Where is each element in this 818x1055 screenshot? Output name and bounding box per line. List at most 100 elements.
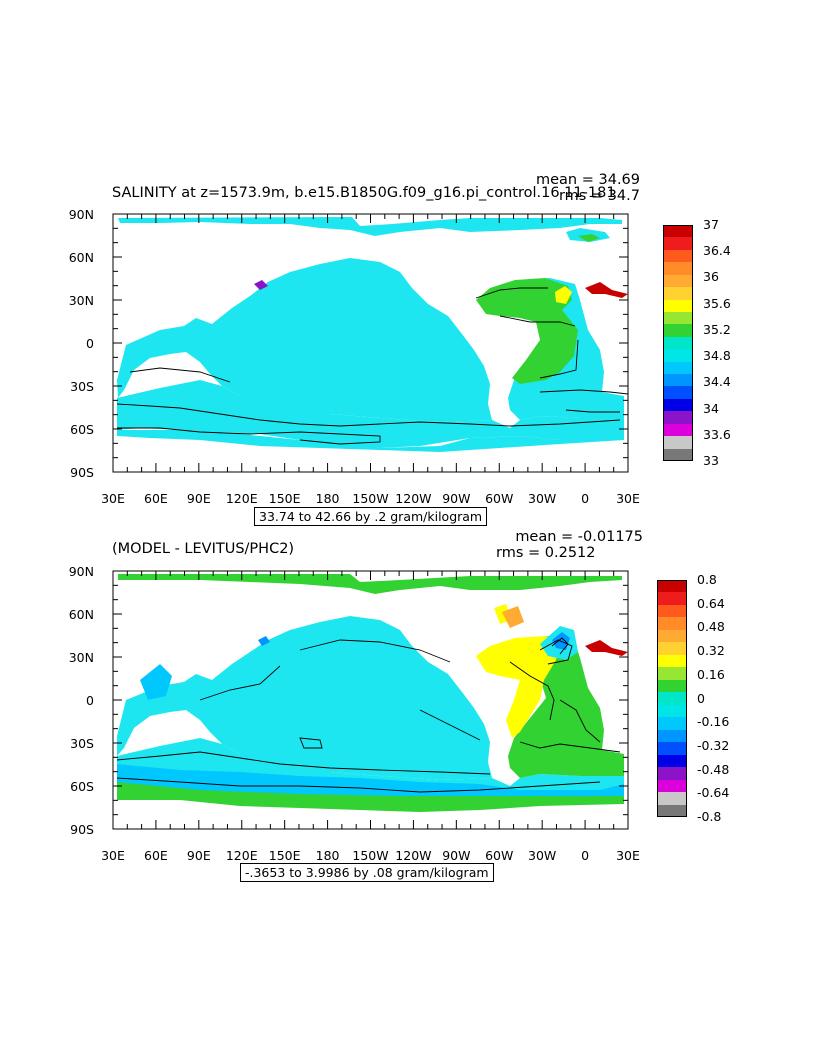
- lon-label: 150E: [268, 491, 301, 506]
- colorbar-cell: [663, 386, 693, 400]
- arctic-ocean: [118, 217, 622, 236]
- lat-label: 60S: [70, 422, 94, 437]
- colorbar-label: 37: [703, 217, 719, 232]
- colorbar-label: -0.16: [697, 714, 730, 730]
- colorbar-label: -0.32: [697, 737, 730, 753]
- colorbar-cell: [657, 754, 687, 768]
- colorbar-cell: [657, 642, 687, 656]
- colorbar-cell: [663, 349, 693, 363]
- colorbar-label: 36.4: [703, 243, 731, 259]
- colorbar-label: -0.48: [697, 761, 730, 777]
- colorbar-cell: [663, 374, 693, 387]
- colorbar-cell: [657, 580, 687, 593]
- colorbar-cell: [657, 617, 687, 631]
- lat-label: 90N: [68, 564, 94, 579]
- colorbar-label: 0.8: [697, 572, 717, 587]
- indo-pacific: [117, 258, 492, 422]
- colorbar-label: 33: [703, 453, 719, 468]
- colorbar-label: 0.32: [697, 643, 725, 659]
- colorbar-cell: [657, 604, 687, 618]
- lon-label: 150W: [352, 491, 389, 506]
- colorbar-cell: [657, 792, 687, 806]
- contour-info-box: -.3653 to 3.9986 by .08 gram/kilogram: [240, 863, 494, 882]
- colorbar-label: 0: [697, 690, 705, 706]
- lon-label: 30W: [528, 491, 557, 506]
- colorbar-cell: [657, 804, 687, 818]
- colorbar-label: 34.8: [703, 348, 731, 364]
- colorbar-cell: [663, 262, 693, 276]
- lon-label: 120E: [225, 491, 258, 506]
- colorbar-cell: [663, 299, 693, 313]
- colorbar-cell: [657, 629, 687, 643]
- contour-info-box: 33.74 to 42.66 by .2 gram/kilogram: [254, 507, 488, 526]
- plot-title: (MODEL - LEVITUS/PHC2): [112, 541, 295, 557]
- colorbar-label: 34.4: [703, 374, 731, 390]
- lon-label: 120W: [395, 491, 432, 506]
- lat-label: 60N: [68, 607, 94, 622]
- map-frame: [112, 213, 629, 473]
- lon-label: 0: [581, 848, 590, 863]
- lon-label: 150W: [352, 848, 389, 863]
- lat-label: 90S: [70, 465, 94, 480]
- lon-label: 180: [315, 491, 340, 506]
- lat-label: 30N: [68, 293, 94, 308]
- lon-label: 150E: [268, 848, 301, 863]
- lon-label: 60W: [485, 848, 514, 863]
- lon-label: 0: [581, 491, 590, 506]
- plot-title: SALINITY at z=1573.9m, b.e15.B1850G.f09_…: [112, 185, 616, 201]
- colorbar-cell: [663, 448, 693, 462]
- colorbar-label: 36: [703, 269, 719, 285]
- lat-label: 30S: [70, 736, 94, 751]
- colorbar-label: 0.16: [697, 666, 725, 682]
- colorbar-cell: [657, 592, 687, 606]
- colorbar-label: -0.8: [697, 809, 722, 824]
- colorbar-cell: [663, 436, 693, 450]
- lon-label: 60W: [485, 491, 514, 506]
- rms-value: rms = 0.2512: [496, 545, 596, 561]
- colorbar-label: 35.6: [703, 295, 731, 311]
- colorbar-cell: [663, 225, 693, 238]
- lon-label: 30E: [101, 491, 125, 506]
- colorbar-cell: [663, 237, 693, 251]
- colorbar-cell: [663, 311, 693, 325]
- colorbar-cell: [657, 654, 687, 668]
- colorbar-cell: [663, 249, 693, 263]
- lon-label: 120W: [395, 848, 432, 863]
- lon-label: 30E: [616, 848, 640, 863]
- colorbar-cell: [663, 274, 693, 288]
- lat-label: 0: [86, 336, 94, 351]
- lon-label: 120E: [225, 848, 258, 863]
- colorbar-label: 0.48: [697, 619, 725, 635]
- colorbar-cell: [657, 729, 687, 743]
- colorbar-cell: [657, 667, 687, 681]
- lat-label: 30N: [68, 650, 94, 665]
- lon-label: 30E: [616, 491, 640, 506]
- colorbar-cell: [657, 692, 687, 706]
- colorbar-cell: [663, 361, 693, 375]
- colorbar-label: 34: [703, 400, 719, 416]
- lat-label: 60N: [68, 250, 94, 265]
- mean-value: mean = -0.01175: [515, 529, 643, 545]
- lon-label: 180: [315, 848, 340, 863]
- colorbar-label: -0.64: [697, 785, 730, 801]
- colorbar-label: 0.64: [697, 595, 725, 611]
- colorbar-cell: [657, 767, 687, 781]
- lat-label: 0: [86, 693, 94, 708]
- lon-label: 90E: [186, 848, 211, 863]
- lat-label: 30S: [70, 379, 94, 394]
- salinity-map: [113, 214, 629, 472]
- plot-border: [112, 570, 629, 830]
- lon-label: 30E: [101, 848, 125, 863]
- colorbar-cell: [663, 423, 693, 437]
- colorbar-cell: [663, 324, 693, 338]
- lon-label: 90W: [442, 848, 471, 863]
- rms-value: rms = 34.7: [558, 188, 640, 204]
- colorbar-cell: [657, 704, 687, 718]
- colorbar-label: 33.6: [703, 426, 731, 442]
- colorbar-cell: [657, 742, 687, 756]
- colorbar-cell: [657, 679, 687, 693]
- colorbar-cell: [657, 717, 687, 731]
